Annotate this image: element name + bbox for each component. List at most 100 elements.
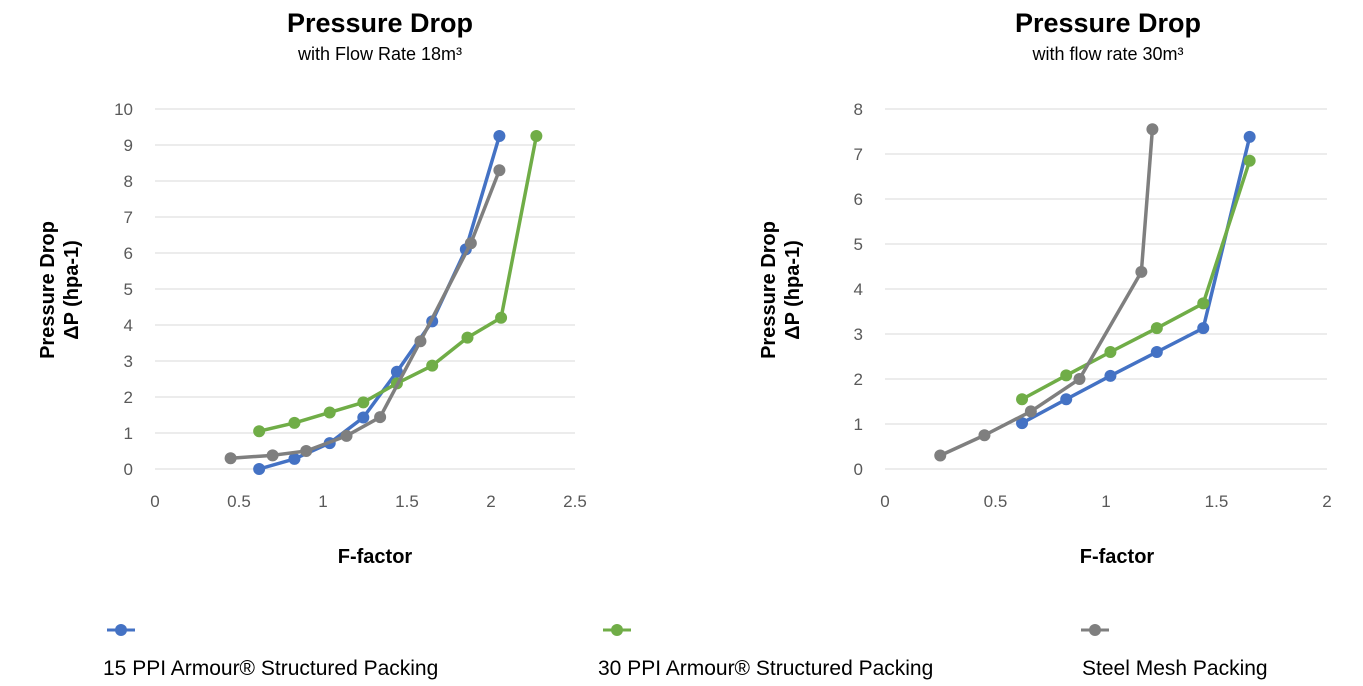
chart-right-data-point [1150,346,1163,358]
chart-right-series-line [1021,160,1252,401]
chart-left-series [224,130,543,475]
chart-left-data-point [300,445,313,457]
chart-right-data-point [1135,265,1148,278]
chart-left-data-point [493,164,506,177]
chart-right-data-point [1060,393,1073,406]
chart-left-x-tick-label: 2.5 [563,492,587,511]
chart-left-x-tick-label: 2 [486,492,495,511]
chart-right-x-tick-labels: 0 0.5 1 1.5 2 [880,492,1331,511]
chart-left-x-tick-labels: 0 0.5 1 1.5 2 2.5 [150,492,587,511]
chart-left-gridlines [155,108,575,470]
chart-left-data-point [357,411,370,424]
chart-left-data-point [461,331,474,344]
legend-marker-steel-mesh [1089,624,1101,636]
chart-left-y-tick-label: 4 [124,316,133,335]
chart-left-title: Pressure Drop [287,8,473,38]
chart-right-gridlines [885,108,1327,470]
chart-left-y-tick-label: 3 [124,352,133,371]
chart-left-x-tick-label: 0 [150,492,159,511]
chart-right-series [934,123,1256,462]
chart-left-data-point [464,237,477,250]
chart-right-data-point [1104,346,1117,358]
chart-right-x-tick-label: 0 [880,492,889,511]
chart-right-data-point [1243,130,1256,143]
legend-marker-30ppi [611,624,623,636]
chart-left-x-tick-label: 1.5 [395,492,419,511]
chart-right-data-point [1197,297,1210,310]
legend-label-15ppi: 15 PPI Armour® Structured Packing [103,657,438,680]
chart-right-data-point [1016,393,1029,406]
chart-right-x-tick-label: 1 [1101,492,1110,511]
chart-left-y-tick-label: 10 [114,100,133,119]
chart-left-y-tick-label: 6 [124,244,133,263]
chart-right-y-tick-label: 0 [854,460,863,479]
chart-left-data-point [493,130,506,142]
chart-right-data-point [1197,322,1210,335]
chart-right-data-point [1016,417,1029,430]
chart-left-data-point [495,311,508,324]
chart-right: Pressure Drop with flow rate 30m³ 0 1 2 3 4 5… [758,8,1332,568]
chart-right-y-tick-labels: 0 1 2 3 4 5 6 7 8 [854,100,863,479]
chart-right-series-line [939,129,1155,458]
chart-left-data-point [266,449,279,462]
chart-left-y-tick-label: 9 [124,136,133,155]
legend-item-steel-mesh: Steel Mesh Packing [1081,624,1268,680]
chart-right-data-point [934,449,947,462]
chart-right-y-tick-label: 8 [854,100,863,119]
chart-right-x-tick-label: 2 [1322,492,1331,511]
legend: 15 PPI Armour® Structured Packing 30 PPI… [103,624,1268,680]
chart-right-y-tick-label: 4 [854,280,863,299]
chart-right-data-point [1150,322,1163,335]
chart-right-x-tick-label: 1.5 [1205,492,1229,511]
chart-right-y-tick-label: 1 [854,415,863,434]
chart-left-data-point [288,452,301,465]
chart-right-title: Pressure Drop [1015,8,1201,38]
chart-right-data-point [1024,405,1037,418]
chart-left-data-point [414,335,427,348]
chart-left-y-tick-label: 7 [124,208,133,227]
legend-item-15ppi: 15 PPI Armour® Structured Packing [103,624,438,680]
chart-right-data-point [1243,154,1256,167]
chart-left-x-axis-title: F-factor [338,546,413,568]
legend-item-30ppi: 30 PPI Armour® Structured Packing [598,624,933,680]
chart-left-y-axis-title-line-2: ΔP (hpa-1) [61,240,83,340]
chart-left-y-axis-title: Pressure Drop ΔP (hpa-1) [37,221,83,359]
legend-label-30ppi: 30 PPI Armour® Structured Packing [598,657,933,680]
chart-right-series-line [1021,136,1252,425]
chart-left-data-point [288,416,301,429]
chart-left: Pressure Drop with Flow Rate 18m³ 0 1 2 3 4 5… [37,8,587,568]
chart-left-y-tick-label: 2 [124,388,133,407]
chart-left-data-point [426,359,439,372]
chart-left-data-point [390,365,403,378]
chart-right-y-tick-label: 7 [854,145,863,164]
chart-right-y-axis-title-line-1: Pressure Drop [758,221,780,359]
chart-left-y-tick-label: 1 [124,424,133,443]
chart-right-data-point [978,429,991,442]
chart-left-data-point [340,429,353,442]
chart-right-data-point [1104,369,1117,382]
chart-right-y-tick-label: 2 [854,370,863,389]
chart-left-data-point [374,411,387,424]
chart-right-y-axis-title: Pressure Drop ΔP (hpa-1) [758,221,804,359]
chart-right-x-axis-title: F-factor [1080,546,1155,568]
chart-left-y-tick-label: 0 [124,460,133,479]
chart-left-data-point [253,425,266,438]
chart-right-y-tick-label: 5 [854,235,863,254]
chart-right-data-point [1073,373,1086,385]
chart-left-data-point [323,406,336,419]
chart-left-data-point [357,396,370,409]
chart-right-y-tick-label: 3 [854,325,863,344]
chart-left-data-point [530,130,543,142]
legend-label-steel-mesh: Steel Mesh Packing [1082,657,1268,680]
chart-right-y-tick-label: 6 [854,190,863,209]
chart-left-data-point [224,452,237,465]
chart-right-y-axis-title-line-2: ΔP (hpa-1) [782,240,804,340]
chart-left-y-tick-label: 5 [124,280,133,299]
chart-left-y-tick-labels: 0 1 2 3 4 5 6 7 8 9 10 [114,100,133,479]
chart-left-x-tick-label: 0.5 [227,492,251,511]
chart-left-y-axis-title-line-1: Pressure Drop [37,221,59,359]
chart-right-data-point [1146,123,1159,136]
chart-left-subtitle: with Flow Rate 18m³ [297,44,462,64]
chart-left-y-tick-label: 8 [124,172,133,191]
